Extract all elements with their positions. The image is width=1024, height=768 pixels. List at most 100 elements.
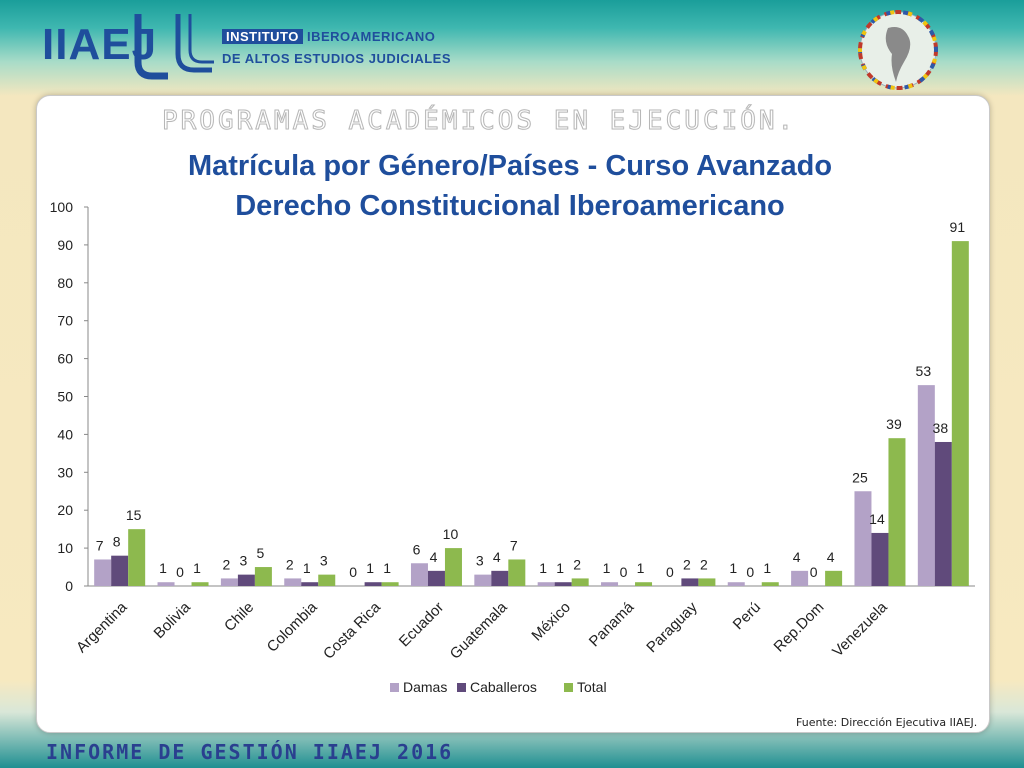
logo-emblem <box>134 14 214 80</box>
data-label: 3 <box>320 553 328 569</box>
bar-total <box>571 578 589 586</box>
data-label: 1 <box>383 560 391 576</box>
flags-globe-icon <box>858 10 938 90</box>
bar-damas <box>917 385 935 586</box>
bar-damas <box>220 578 238 586</box>
data-label: 1 <box>366 560 374 576</box>
bar-caballeros <box>427 570 445 586</box>
data-label: 4 <box>493 549 501 565</box>
x-tick-label: Guatemala <box>447 598 511 662</box>
content-panel <box>36 95 990 733</box>
data-label: 10 <box>443 526 459 542</box>
data-label: 15 <box>126 507 142 523</box>
y-tick-label: 50 <box>57 389 73 405</box>
x-tick-label: Venezuela <box>829 598 891 660</box>
institute-name: INSTITUTO IBEROAMERICANO DE ALTOS ESTUDI… <box>222 26 451 70</box>
bar-damas <box>94 559 112 586</box>
y-tick-label: 40 <box>57 426 73 442</box>
data-label: 2 <box>573 556 581 572</box>
data-label: 4 <box>793 549 801 565</box>
bar-damas <box>601 582 619 586</box>
y-tick-label: 0 <box>65 578 73 594</box>
data-label: 1 <box>603 560 611 576</box>
x-tick-label: Costa Rica <box>320 598 384 662</box>
data-label: 1 <box>303 560 311 576</box>
data-label: 1 <box>556 560 564 576</box>
data-label: 4 <box>430 549 438 565</box>
y-tick-label: 30 <box>57 464 73 480</box>
bar-total <box>888 438 906 586</box>
data-label: 3 <box>476 553 484 569</box>
bar-caballeros <box>111 555 129 586</box>
legend-label: Caballeros <box>470 679 537 695</box>
y-tick-label: 60 <box>57 351 73 367</box>
data-label: 38 <box>933 420 949 436</box>
y-tick-label: 10 <box>57 540 73 556</box>
bar-damas <box>537 582 555 586</box>
section-title: PROGRAMAS ACADÉMICOS EN EJECUCIÓN. <box>161 106 797 137</box>
legend-label: Damas <box>403 679 447 695</box>
data-label: 3 <box>239 553 247 569</box>
data-label: 2 <box>700 556 708 572</box>
data-label: 39 <box>886 416 902 432</box>
x-tick-label: México <box>528 599 574 645</box>
bar-total <box>698 578 716 586</box>
bar-total <box>444 548 462 586</box>
x-tick-label: Panamá <box>586 598 638 650</box>
data-label: 6 <box>413 541 421 557</box>
chart-title: Matrícula por Género/Países - Curso Avan… <box>100 146 920 226</box>
bar-caballeros <box>934 441 952 586</box>
data-label: 2 <box>683 556 691 572</box>
data-label: 1 <box>193 560 201 576</box>
data-label: 7 <box>96 537 104 553</box>
bar-caballeros <box>681 578 699 586</box>
bar-caballeros <box>554 582 572 586</box>
data-label: 14 <box>869 511 885 527</box>
data-label: 8 <box>113 534 121 550</box>
x-tick-label: Rep.Dom <box>771 599 828 656</box>
x-tick-label: Colombia <box>264 598 321 655</box>
data-label: 0 <box>176 564 184 580</box>
data-label: 5 <box>256 545 264 561</box>
bar-damas <box>410 563 428 586</box>
x-tick-label: Argentina <box>73 598 131 656</box>
bar-caballeros <box>871 532 889 586</box>
bar-damas <box>284 578 302 586</box>
bar-caballeros <box>237 574 255 586</box>
bar-caballeros <box>301 582 319 586</box>
bar-total <box>381 582 399 586</box>
data-label: 0 <box>349 564 357 580</box>
bar-total <box>318 574 336 586</box>
y-tick-label: 20 <box>57 502 73 518</box>
bar-total <box>951 241 969 587</box>
footer-report-title: INFORME DE GESTIÓN IIAEJ 2016 <box>46 740 454 764</box>
data-label: 2 <box>222 556 230 572</box>
data-label: 53 <box>916 363 932 379</box>
bar-total <box>761 582 779 586</box>
data-label: 0 <box>666 564 674 580</box>
bar-damas <box>157 582 175 586</box>
data-label: 0 <box>620 564 628 580</box>
x-tick-label: Ecuador <box>396 599 448 651</box>
bar-total <box>254 567 272 586</box>
institute-word-iberoamericano: IBEROAMERICANO <box>307 29 436 44</box>
chart-title-line2: Derecho Constitucional Iberoamericano <box>235 190 785 222</box>
institute-word-instituto: INSTITUTO <box>222 29 303 44</box>
bar-total <box>128 529 146 586</box>
data-label: 0 <box>746 564 754 580</box>
y-tick-label: 80 <box>57 275 73 291</box>
data-label: 2 <box>286 556 294 572</box>
x-tick-label: Chile <box>221 599 257 635</box>
x-tick-label: Paraguay <box>643 598 701 656</box>
bar-total <box>508 559 526 586</box>
data-label: 4 <box>827 549 835 565</box>
y-tick-label: 70 <box>57 313 73 329</box>
data-label: 1 <box>763 560 771 576</box>
data-label: 1 <box>539 560 547 576</box>
data-label: 1 <box>159 560 167 576</box>
chart-title-line1: Matrícula por Género/Países - Curso Avan… <box>187 150 833 182</box>
legend-swatch-damas <box>390 683 399 692</box>
x-tick-label: Perú <box>730 599 764 633</box>
bar-caballeros <box>491 570 509 586</box>
